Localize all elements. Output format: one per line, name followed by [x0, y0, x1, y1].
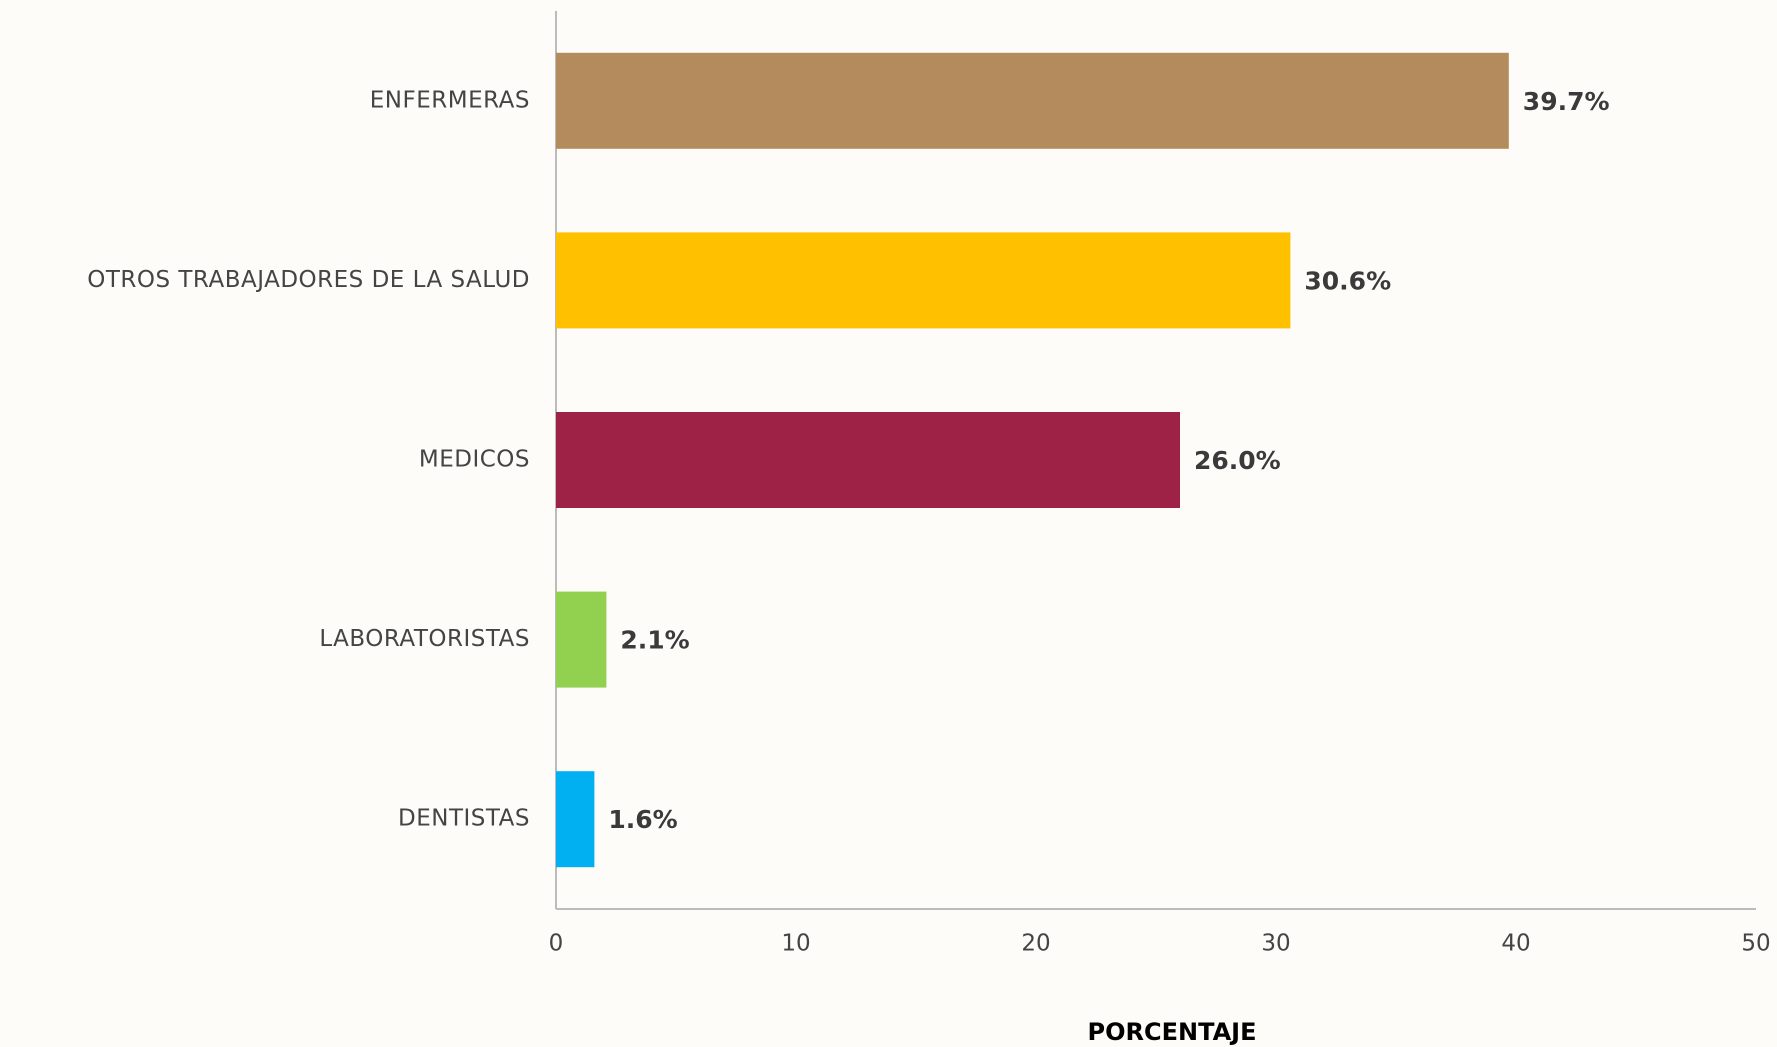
- x-axis-title: PORCENTAJE: [1088, 1018, 1257, 1046]
- bar: [556, 232, 1291, 329]
- y-tick-label: ENFERMERAS: [370, 87, 530, 113]
- data-label: 26.0%: [1194, 446, 1281, 475]
- y-tick-label: OTROS TRABAJADORES DE LA SALUD: [87, 267, 530, 293]
- bar: [556, 771, 595, 868]
- bar: [556, 412, 1180, 508]
- bar: [556, 591, 607, 688]
- data-label: 39.7%: [1523, 87, 1610, 116]
- x-tick-label: 10: [781, 931, 810, 957]
- y-tick-label: DENTISTAS: [398, 806, 530, 832]
- bar: [556, 52, 1509, 149]
- x-tick-label: 40: [1501, 931, 1530, 957]
- x-tick-label: 0: [549, 931, 564, 957]
- data-label: 30.6%: [1304, 266, 1391, 295]
- y-tick-label: MEDICOS: [419, 447, 530, 473]
- x-tick-label: 20: [1021, 931, 1050, 957]
- x-tick-label: 50: [1741, 931, 1770, 957]
- x-tick-label: 30: [1261, 931, 1290, 957]
- data-label: 1.6%: [608, 805, 677, 834]
- y-tick-label: LABORATORISTAS: [319, 626, 530, 652]
- data-label: 2.1%: [620, 626, 689, 655]
